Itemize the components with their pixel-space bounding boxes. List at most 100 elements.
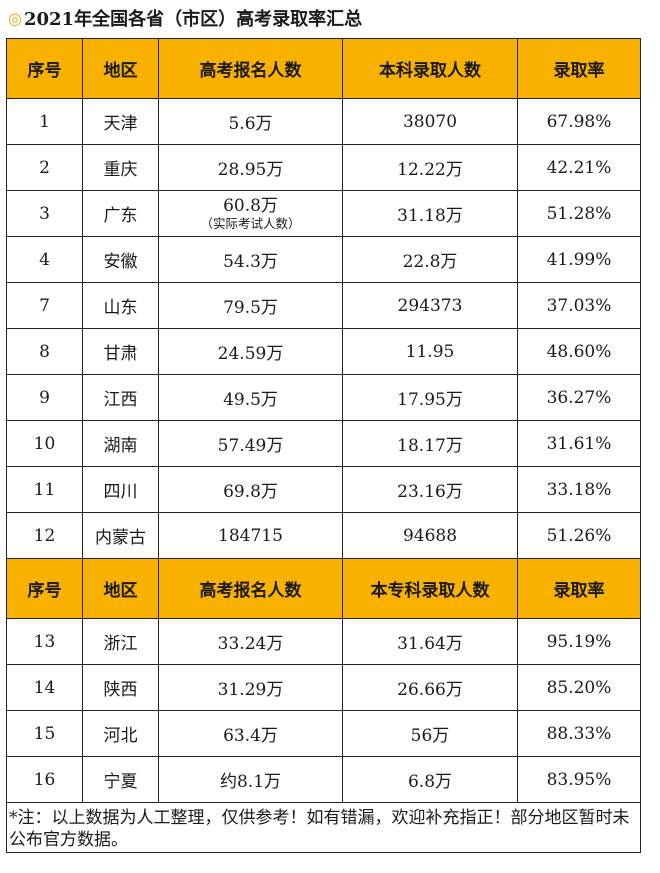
cell-region: 山东 xyxy=(82,282,159,329)
cell-applicants: 54.3万 xyxy=(158,236,343,283)
cell-rate: 88.33% xyxy=(517,710,641,757)
table-row: 9 江西 49.5万 17.95万 36.27% xyxy=(6,374,641,421)
cell-admitted: 6.8万 xyxy=(342,756,518,803)
cell-no: 15 xyxy=(6,710,83,757)
table-row: 14 陕西 31.29万 26.66万 85.20% xyxy=(6,664,641,711)
cell-no: 7 xyxy=(6,282,83,329)
cell-applicants: 79.5万 xyxy=(158,282,343,329)
table-row: 7 山东 79.5万 294373 37.03% xyxy=(6,282,641,329)
col-header-no: 序号 xyxy=(6,558,83,619)
table-row: 13 浙江 33.24万 31.64万 95.19% xyxy=(6,618,641,665)
cell-rate: 36.27% xyxy=(517,374,641,421)
cell-admitted: 18.17万 xyxy=(342,420,518,467)
cell-rate: 48.60% xyxy=(517,328,641,375)
cell-rate: 67.98% xyxy=(517,98,641,145)
cell-rate: 85.20% xyxy=(517,664,641,711)
col-header-applicants: 高考报名人数 xyxy=(158,38,343,99)
cell-region: 湖南 xyxy=(82,420,159,467)
table-body: 序号 地区 高考报名人数 本科录取人数 录取率 1 天津 5.6万 38070 67.9… xyxy=(6,38,641,853)
col-header-rate: 录取率 xyxy=(517,558,641,619)
cell-no: 3 xyxy=(6,190,83,237)
cell-rate: 51.26% xyxy=(517,512,641,559)
table-row: 4 安徽 54.3万 22.8万 41.99% xyxy=(6,236,641,283)
cell-region: 宁夏 xyxy=(82,756,159,803)
table-row: 2 重庆 28.95万 12.22万 42.21% xyxy=(6,144,641,191)
cell-admitted: 31.64万 xyxy=(342,618,518,665)
footnote-row: *注：以上数据为人工整理，仅供参考！如有错漏，欢迎补充指正！部分地区暂时未公布官… xyxy=(6,802,641,853)
cell-no: 12 xyxy=(6,512,83,559)
cell-region: 四川 xyxy=(82,466,159,513)
cell-rate: 37.03% xyxy=(517,282,641,329)
cell-region: 甘肃 xyxy=(82,328,159,375)
col-header-region: 地区 xyxy=(82,558,159,619)
cell-applicants: 184715 xyxy=(158,512,343,559)
cell-region: 天津 xyxy=(82,98,159,145)
page-title-text: 2021年全国各省（市区）高考录取率汇总 xyxy=(23,9,363,30)
col-header-admitted: 本专科录取人数 xyxy=(342,558,518,619)
cell-applicants: 63.4万 xyxy=(158,710,343,757)
cell-no: 16 xyxy=(6,756,83,803)
cell-applicants: 33.24万 xyxy=(158,618,343,665)
table-row: 10 湖南 57.49万 18.17万 31.61% xyxy=(6,420,641,467)
cell-applicants: 60.8万 （实际考试人数） xyxy=(158,190,343,237)
cell-region: 陕西 xyxy=(82,664,159,711)
cell-no: 4 xyxy=(6,236,83,283)
cell-region: 浙江 xyxy=(82,618,159,665)
cell-rate: 41.99% xyxy=(517,236,641,283)
cell-no: 1 xyxy=(6,98,83,145)
applicants-value: 60.8万 xyxy=(223,195,278,216)
cell-region: 江西 xyxy=(82,374,159,421)
cell-region: 河北 xyxy=(82,710,159,757)
col-header-region: 地区 xyxy=(82,38,159,99)
cell-admitted: 12.22万 xyxy=(342,144,518,191)
cell-admitted: 56万 xyxy=(342,710,518,757)
cell-rate: 95.19% xyxy=(517,618,641,665)
cell-region: 内蒙古 xyxy=(82,512,159,559)
cell-region: 广东 xyxy=(82,190,159,237)
cell-admitted: 23.16万 xyxy=(342,466,518,513)
cell-applicants: 5.6万 xyxy=(158,98,343,145)
cell-admitted: 31.18万 xyxy=(342,190,518,237)
col-header-no: 序号 xyxy=(6,38,83,99)
cell-admitted: 94688 xyxy=(342,512,518,559)
table-row: 11 四川 69.8万 23.16万 33.18% xyxy=(6,466,641,513)
table-header-row: 序号 地区 高考报名人数 本科录取人数 录取率 xyxy=(6,38,641,99)
cell-rate: 51.28% xyxy=(517,190,641,237)
cell-region: 重庆 xyxy=(82,144,159,191)
table-row: 15 河北 63.4万 56万 88.33% xyxy=(6,710,641,757)
table-row: 1 天津 5.6万 38070 67.98% xyxy=(6,98,641,145)
table-row: 12 内蒙古 184715 94688 51.26% xyxy=(6,512,641,559)
col-header-rate: 录取率 xyxy=(517,38,641,99)
cell-applicants: 约8.1万 xyxy=(158,756,343,803)
cell-no: 10 xyxy=(6,420,83,467)
cell-applicants: 69.8万 xyxy=(158,466,343,513)
cell-admitted: 17.95万 xyxy=(342,374,518,421)
cell-admitted: 11.95 xyxy=(342,328,518,375)
cell-no: 13 xyxy=(6,618,83,665)
circle-bullet-icon: ◎ xyxy=(8,8,22,28)
cell-rate: 33.18% xyxy=(517,466,641,513)
cell-applicants: 24.59万 xyxy=(158,328,343,375)
cell-admitted: 26.66万 xyxy=(342,664,518,711)
cell-rate: 31.61% xyxy=(517,420,641,467)
cell-rate: 83.95% xyxy=(517,756,641,803)
cell-region: 安徽 xyxy=(82,236,159,283)
table-row: 3 广东 60.8万 （实际考试人数） 31.18万 51.28% xyxy=(6,190,641,237)
cell-no: 14 xyxy=(6,664,83,711)
footnote: *注：以上数据为人工整理，仅供参考！如有错漏，欢迎补充指正！部分地区暂时未公布官… xyxy=(6,802,641,853)
col-header-applicants: 高考报名人数 xyxy=(158,558,343,619)
cell-applicants: 49.5万 xyxy=(158,374,343,421)
table-header-row-2: 序号 地区 高考报名人数 本专科录取人数 录取率 xyxy=(6,558,641,619)
cell-rate: 42.21% xyxy=(517,144,641,191)
table-row: 16 宁夏 约8.1万 6.8万 83.95% xyxy=(6,756,641,803)
cell-no: 8 xyxy=(6,328,83,375)
cell-no: 11 xyxy=(6,466,83,513)
table-row: 8 甘肃 24.59万 11.95 48.60% xyxy=(6,328,641,375)
applicants-note: （实际考试人数） xyxy=(200,215,301,231)
cell-applicants: 57.49万 xyxy=(158,420,343,467)
cell-no: 2 xyxy=(6,144,83,191)
page-title: ◎ 2021年全国各省（市区）高考录取率汇总 xyxy=(8,4,362,32)
cell-applicants: 28.95万 xyxy=(158,144,343,191)
cell-admitted: 38070 xyxy=(342,98,518,145)
col-header-admitted: 本科录取人数 xyxy=(342,38,518,99)
